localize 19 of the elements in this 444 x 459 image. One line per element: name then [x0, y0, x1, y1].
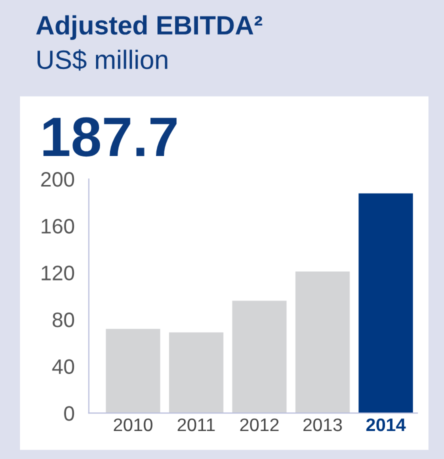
y-tick-label: 40: [52, 359, 74, 374]
y-tick-label: 0: [64, 406, 74, 421]
bar: [169, 332, 224, 414]
bar: [295, 271, 350, 414]
bar: [106, 328, 160, 414]
bar: [232, 300, 287, 414]
y-tick-label: 80: [52, 312, 74, 328]
x-tick-label: 2012: [240, 418, 279, 432]
y-tick-label: 160: [42, 218, 74, 234]
chart-title: Adjusted EBITDA²: [36, 15, 262, 40]
x-tick-label: 2011: [178, 418, 215, 432]
text: 187.7: [43, 117, 177, 157]
x-tick-label: 2013: [303, 418, 342, 432]
y-tick-label: 120: [42, 266, 74, 280]
x-tick-label: 2014: [366, 418, 406, 432]
bar: [358, 193, 413, 414]
x-tick-label: 2010: [114, 418, 152, 432]
y-tick-label: 200: [41, 172, 74, 187]
chart-subtitle: US$ million: [38, 49, 168, 71]
